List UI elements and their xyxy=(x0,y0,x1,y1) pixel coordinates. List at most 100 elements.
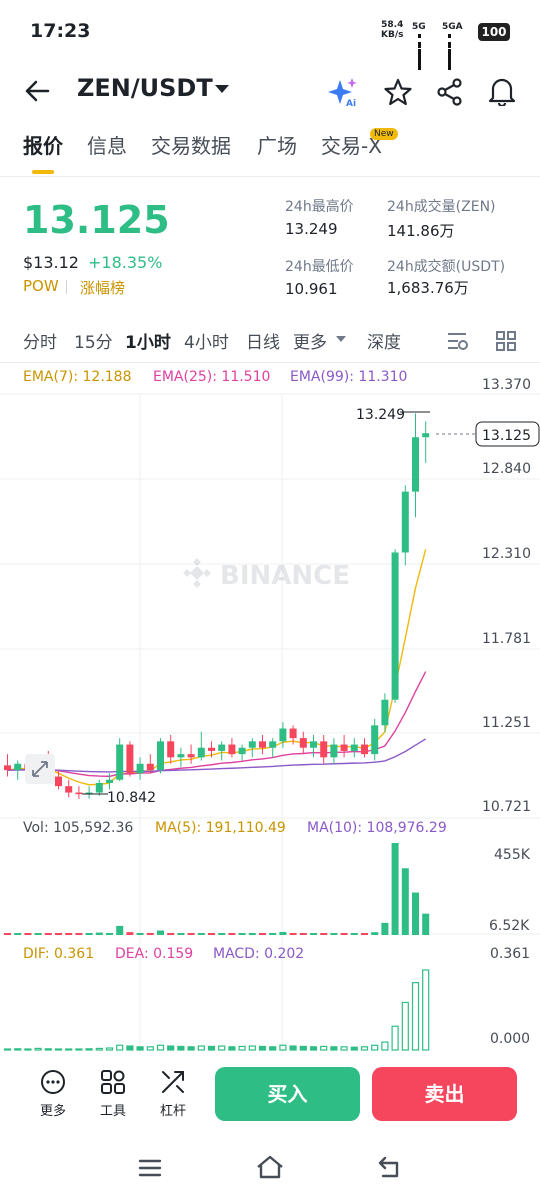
buy-button[interactable]: 买入 xyxy=(215,1067,360,1121)
macd-bar xyxy=(116,1044,124,1051)
volume-bar xyxy=(371,932,379,935)
binance-watermark: BINANCE xyxy=(183,558,350,591)
active-tab-indicator xyxy=(32,170,54,174)
candle-body xyxy=(14,763,22,771)
volume-bar xyxy=(381,922,389,935)
candle-body xyxy=(412,437,419,492)
volume-bar xyxy=(289,933,297,935)
candle-body xyxy=(248,741,256,748)
tab-trade-data[interactable]: 交易数据 xyxy=(151,134,231,158)
interval-4h[interactable]: 4小时 xyxy=(184,333,229,353)
volume-bar xyxy=(248,933,256,935)
current-price-label: 13.125 xyxy=(482,428,531,444)
interval-1h[interactable]: 1小时 xyxy=(125,333,171,353)
candle-body xyxy=(55,776,62,787)
back-arrow-icon[interactable] xyxy=(24,80,50,102)
macd-bar xyxy=(156,1044,165,1051)
volume-bar xyxy=(75,933,83,935)
candle-body xyxy=(330,744,338,758)
leverage-icon xyxy=(162,1071,184,1093)
expand-icon[interactable] xyxy=(25,754,55,784)
volume-bar xyxy=(14,933,22,935)
caret-down-icon[interactable] xyxy=(214,84,230,94)
interval-depth[interactable]: 深度 xyxy=(367,333,401,353)
macd-bar xyxy=(24,1048,32,1051)
caret-down-icon xyxy=(336,336,346,342)
usd-price: $13.12 xyxy=(23,253,79,272)
volume-bar xyxy=(65,933,73,935)
macd-bar xyxy=(85,1048,93,1051)
star-icon[interactable] xyxy=(384,78,412,106)
macd-bar xyxy=(44,1048,52,1051)
interval-more[interactable]: 更多 xyxy=(293,333,327,353)
candle-body xyxy=(106,779,113,783)
candle-body xyxy=(381,699,389,726)
candle-body xyxy=(187,754,195,758)
volume-ma5-legend: MA(5): 191,110.49 xyxy=(155,820,286,836)
candle-body xyxy=(320,741,328,758)
macd-bar xyxy=(371,1044,379,1051)
macd-bar xyxy=(401,1001,409,1051)
macd-bar xyxy=(75,1048,83,1051)
macd-bar xyxy=(238,1045,246,1051)
system-nav-bar xyxy=(0,1140,540,1199)
kline-chart[interactable]: BINANCE 13.249 10.842 13.125 xyxy=(0,390,540,1060)
macd-bar xyxy=(65,1048,73,1051)
macd-bar xyxy=(146,1046,154,1051)
volume-bar xyxy=(4,933,11,935)
macd-bar xyxy=(167,1045,175,1051)
volume-bar xyxy=(55,933,62,935)
interval-15m[interactable]: 15分 xyxy=(74,333,113,353)
layout-grid-icon[interactable] xyxy=(495,330,517,352)
more-button[interactable]: 更多 xyxy=(33,1060,73,1119)
sell-button[interactable]: 卖出 xyxy=(372,1067,517,1121)
candle-body xyxy=(95,782,103,793)
menu-icon[interactable] xyxy=(138,1157,162,1179)
network-speed: 58.4 KB/s xyxy=(381,20,404,40)
high-marker: 13.249 xyxy=(356,407,405,423)
macd-bar xyxy=(269,1046,277,1051)
pair-title[interactable]: ZEN/USDT xyxy=(77,74,213,102)
candle-body xyxy=(279,728,287,742)
interval-line[interactable]: 分时 xyxy=(23,333,57,353)
macd-bar xyxy=(289,1045,297,1051)
macd-bar xyxy=(248,1045,256,1051)
divider xyxy=(0,362,540,363)
macd-bar xyxy=(422,969,430,1051)
current-price-tag xyxy=(475,421,540,447)
back-nav-icon[interactable] xyxy=(377,1154,403,1180)
bell-icon[interactable] xyxy=(488,76,516,106)
indicator-settings-icon[interactable] xyxy=(446,330,470,352)
tab-bar: 报价 信息 交易数据 广场 交易-X New xyxy=(0,128,540,174)
interval-1d[interactable]: 日线 xyxy=(246,333,280,353)
tools-icon xyxy=(101,1070,125,1094)
ema7-legend: EMA(7): 12.188 xyxy=(23,369,132,385)
volume-bar xyxy=(218,933,226,935)
volume-bar xyxy=(177,933,185,935)
candle-body xyxy=(85,792,93,795)
macd-bar xyxy=(309,1046,318,1051)
tag-pow[interactable]: POW xyxy=(23,277,59,295)
volume-bar xyxy=(361,933,368,935)
axis-price-3: 12.310 xyxy=(482,546,531,562)
volume-bar xyxy=(401,868,409,935)
macd-bar xyxy=(126,1045,134,1051)
macd-bar xyxy=(136,1046,144,1051)
share-icon[interactable] xyxy=(436,78,464,106)
axis-price-2: 12.840 xyxy=(482,461,531,477)
macd-bar xyxy=(360,1046,369,1051)
candle-body xyxy=(167,741,175,758)
macd-bar xyxy=(207,1045,216,1051)
tools-button[interactable]: 工具 xyxy=(93,1060,133,1119)
bottom-action-bar: 更多 工具 杠杆 xyxy=(0,1060,540,1134)
home-icon[interactable] xyxy=(255,1154,285,1180)
macd-bar xyxy=(411,982,420,1051)
tab-quote[interactable]: 报价 xyxy=(23,134,63,158)
ai-sparkle-icon[interactable]: Ai xyxy=(328,76,360,108)
candle-body xyxy=(259,741,266,748)
ema99-legend: EMA(99): 11.310 xyxy=(290,369,408,385)
leverage-button[interactable]: 杠杆 xyxy=(153,1060,193,1119)
tab-info[interactable]: 信息 xyxy=(87,134,127,158)
tag-gainers[interactable]: 涨幅榜 xyxy=(80,279,126,297)
tab-square[interactable]: 广场 xyxy=(257,134,297,158)
